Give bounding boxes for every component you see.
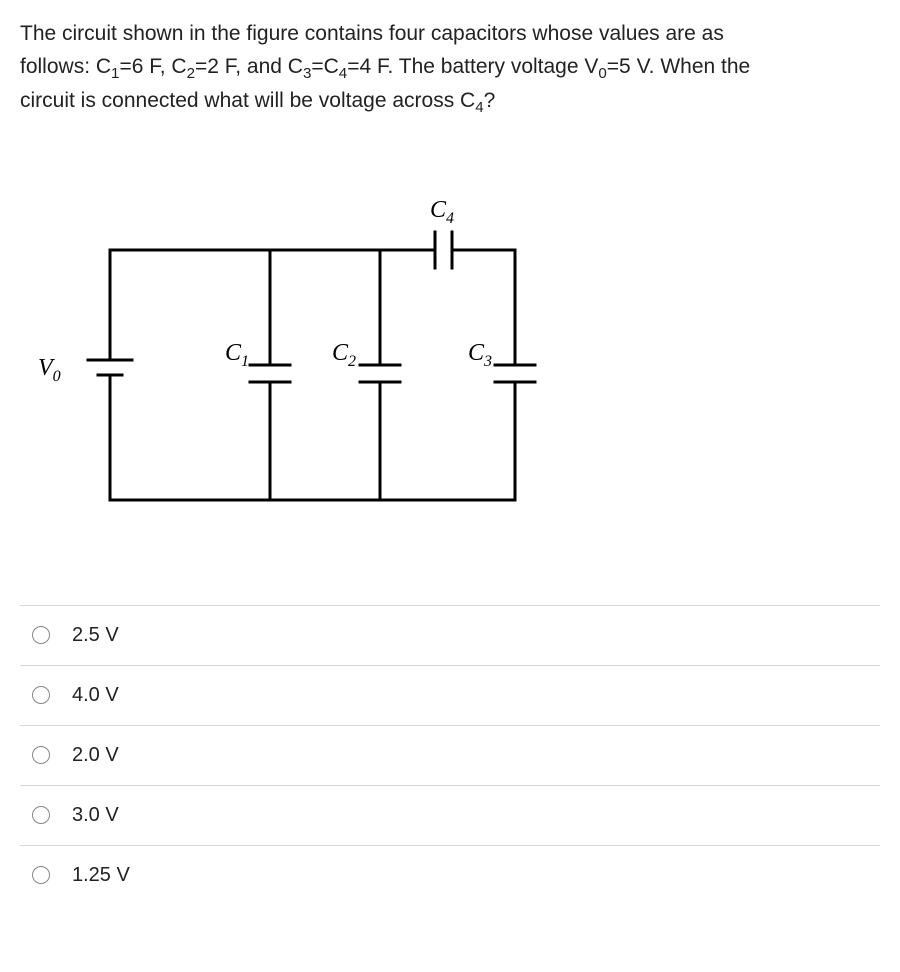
radio-icon [32, 686, 50, 704]
q-line3sub: 4 [475, 99, 483, 116]
q-v0val: =5 V. When the [607, 55, 750, 78]
q-c4sub: 4 [339, 65, 347, 82]
c1-label: C1 [225, 340, 249, 370]
answer-option[interactable]: 2.0 V [20, 725, 880, 785]
radio-icon [32, 866, 50, 884]
q-v0sub: 0 [598, 65, 606, 82]
answer-label: 4.0 V [72, 684, 119, 707]
circuit-figure: V0 C4 C1 C2 C3 [20, 160, 880, 550]
answer-list: 2.5 V 4.0 V 2.0 V 3.0 V 1.25 V [20, 605, 880, 905]
v0-label: V0 [38, 355, 61, 385]
q-c3val: =C [311, 55, 338, 78]
answer-option[interactable]: 3.0 V [20, 785, 880, 845]
answer-option[interactable]: 2.5 V [20, 605, 880, 665]
answer-label: 3.0 V [72, 804, 119, 827]
q-c1val: =6 F, C [119, 55, 186, 78]
radio-icon [32, 746, 50, 764]
question-text: The circuit shown in the figure contains… [20, 18, 880, 120]
answer-label: 2.0 V [72, 744, 119, 767]
radio-icon [32, 806, 50, 824]
c4-label: C4 [430, 197, 454, 227]
q-c2val: =2 F, and C [195, 55, 303, 78]
answer-option[interactable]: 1.25 V [20, 845, 880, 905]
c3-label: C3 [468, 340, 492, 370]
answer-label: 1.25 V [72, 864, 130, 887]
q-c2sub: 2 [187, 65, 195, 82]
radio-icon [32, 626, 50, 644]
q-line2a: follows: C [20, 55, 111, 78]
q-line1: The circuit shown in the figure contains… [20, 22, 724, 45]
c2-label: C2 [332, 340, 356, 370]
q-c4val: =4 F. The battery voltage V [347, 55, 598, 78]
answer-label: 2.5 V [72, 624, 119, 647]
q-line3a: circuit is connected what will be voltag… [20, 89, 475, 112]
answer-option[interactable]: 4.0 V [20, 665, 880, 725]
q-line3end: ? [484, 89, 496, 112]
